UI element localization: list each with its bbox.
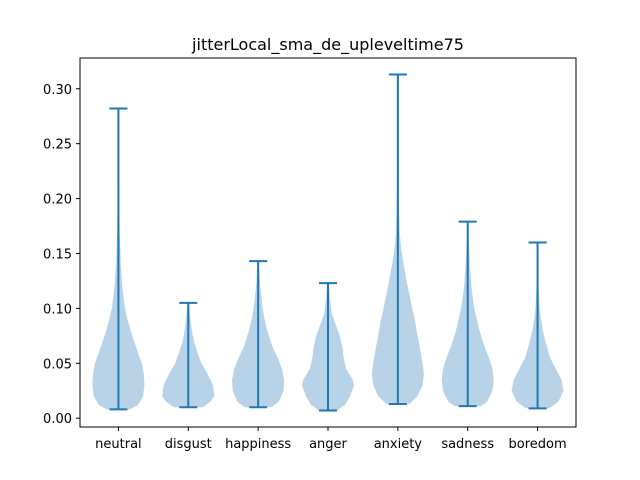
y-tick-label: 0.10 xyxy=(43,302,72,317)
plot-frame xyxy=(79,57,577,428)
x-tick-label: anxiety xyxy=(374,437,423,452)
y-tick-label: 0.30 xyxy=(43,83,72,98)
y-tick-label: 0.20 xyxy=(43,193,72,208)
x-tick-label: disgust xyxy=(165,437,212,452)
x-tick-label: sadness xyxy=(441,437,494,452)
y-tick-label: 0.05 xyxy=(43,357,72,372)
x-tick-label: neutral xyxy=(95,437,142,452)
chart-title: jitterLocal_sma_de_upleveltime75 xyxy=(191,35,464,55)
x-tick-label: boredom xyxy=(509,437,567,452)
y-axis: 0.00 0.05 0.10 0.15 0.20 0.25 0.30 xyxy=(43,83,80,427)
x-tick-label: happiness xyxy=(225,437,291,452)
x-tick-label: anger xyxy=(309,437,347,452)
y-tick-label: 0.25 xyxy=(43,138,72,153)
y-tick-label: 0.15 xyxy=(43,247,72,262)
violins-group xyxy=(92,73,564,412)
x-axis: neutral disgust happiness anger anxiety sadne… xyxy=(95,427,567,452)
y-tick-label: 0.00 xyxy=(43,412,72,427)
